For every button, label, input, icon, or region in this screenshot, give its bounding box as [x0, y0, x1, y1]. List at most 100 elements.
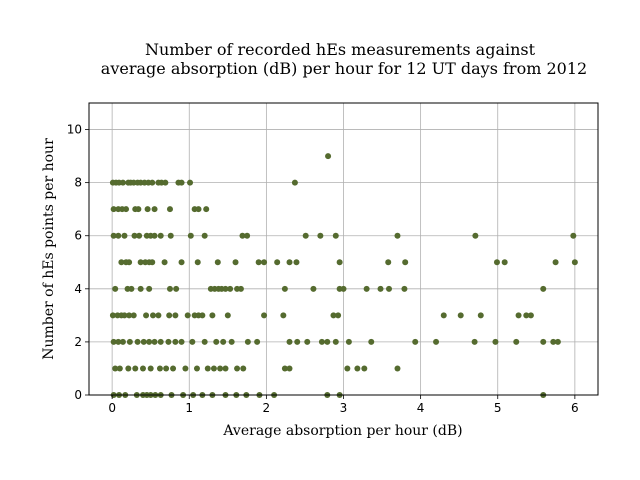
data-point: [571, 259, 578, 266]
data-point: [201, 338, 208, 345]
data-point: [293, 259, 300, 266]
data-point: [151, 232, 158, 239]
data-points: [109, 153, 578, 398]
data-point: [162, 179, 169, 186]
data-point: [335, 312, 342, 319]
data-point: [302, 232, 309, 239]
data-point: [254, 338, 261, 345]
data-point: [204, 365, 211, 372]
data-point: [118, 259, 125, 266]
data-point: [178, 259, 185, 266]
data-point: [550, 338, 557, 345]
data-point: [368, 338, 375, 345]
data-point: [189, 338, 196, 345]
data-point: [213, 338, 220, 345]
data-point: [224, 312, 231, 319]
data-point: [134, 338, 141, 345]
data-point: [170, 365, 177, 372]
data-point: [131, 232, 138, 239]
data-point: [167, 232, 174, 239]
data-point: [540, 338, 547, 345]
data-point: [110, 338, 117, 345]
data-point: [150, 312, 157, 319]
data-point: [125, 365, 132, 372]
data-point: [402, 259, 409, 266]
data-point: [136, 232, 143, 239]
y-axis-label: Number of hEs points per hour: [41, 138, 57, 360]
x-tick-label: 2: [263, 401, 271, 415]
data-point: [280, 312, 287, 319]
data-point: [163, 365, 170, 372]
data-point: [291, 179, 298, 186]
x-tick-label: 3: [340, 401, 348, 415]
data-point: [240, 365, 247, 372]
data-point: [261, 259, 268, 266]
data-point: [570, 232, 577, 239]
data-point: [228, 338, 235, 345]
data-point: [115, 338, 122, 345]
y-tick-label: 2: [74, 335, 82, 349]
data-point: [155, 312, 162, 319]
data-point: [149, 179, 156, 186]
data-point: [386, 285, 393, 292]
data-point: [255, 259, 262, 266]
data-point: [151, 338, 158, 345]
data-point: [119, 179, 126, 186]
x-axis-label: Average absorption per hour (dB): [222, 423, 462, 439]
data-point: [336, 259, 343, 266]
data-point: [332, 232, 339, 239]
y-tick-label: 10: [67, 123, 82, 137]
data-point: [121, 232, 128, 239]
data-point: [166, 312, 173, 319]
data-point: [394, 232, 401, 239]
data-point: [203, 206, 210, 213]
data-point: [137, 259, 144, 266]
x-tick-label: 5: [494, 401, 502, 415]
data-point: [340, 285, 347, 292]
data-point: [324, 338, 331, 345]
data-point: [286, 259, 293, 266]
data-point: [554, 338, 561, 345]
data-point: [201, 232, 208, 239]
data-point: [220, 338, 227, 345]
data-point: [217, 365, 224, 372]
data-point: [401, 285, 408, 292]
data-point: [182, 365, 189, 372]
data-point: [119, 338, 126, 345]
data-point: [172, 312, 179, 319]
y-tick-label: 6: [74, 229, 82, 243]
data-point: [193, 365, 200, 372]
data-point: [126, 259, 133, 266]
data-point: [377, 285, 384, 292]
data-point: [552, 259, 559, 266]
data-point: [121, 312, 128, 319]
x-tick-label: 6: [571, 401, 579, 415]
data-point: [318, 338, 325, 345]
data-point: [143, 312, 150, 319]
data-point: [110, 206, 117, 213]
data-point: [151, 206, 158, 213]
data-point: [110, 232, 117, 239]
data-point: [178, 338, 185, 345]
data-point: [493, 259, 500, 266]
data-point: [412, 338, 419, 345]
data-point: [172, 338, 179, 345]
data-point: [523, 312, 530, 319]
data-point: [515, 312, 522, 319]
data-point: [115, 232, 122, 239]
data-point: [477, 312, 484, 319]
data-point: [261, 312, 268, 319]
data-point: [232, 259, 239, 266]
data-point: [472, 232, 479, 239]
y-tick-label: 0: [74, 388, 82, 402]
data-point: [156, 365, 163, 372]
data-point: [166, 206, 173, 213]
data-point: [457, 312, 464, 319]
data-point: [165, 338, 172, 345]
data-point: [281, 285, 288, 292]
data-point: [130, 312, 137, 319]
data-point: [274, 259, 281, 266]
data-point: [132, 365, 139, 372]
data-point: [135, 206, 142, 213]
